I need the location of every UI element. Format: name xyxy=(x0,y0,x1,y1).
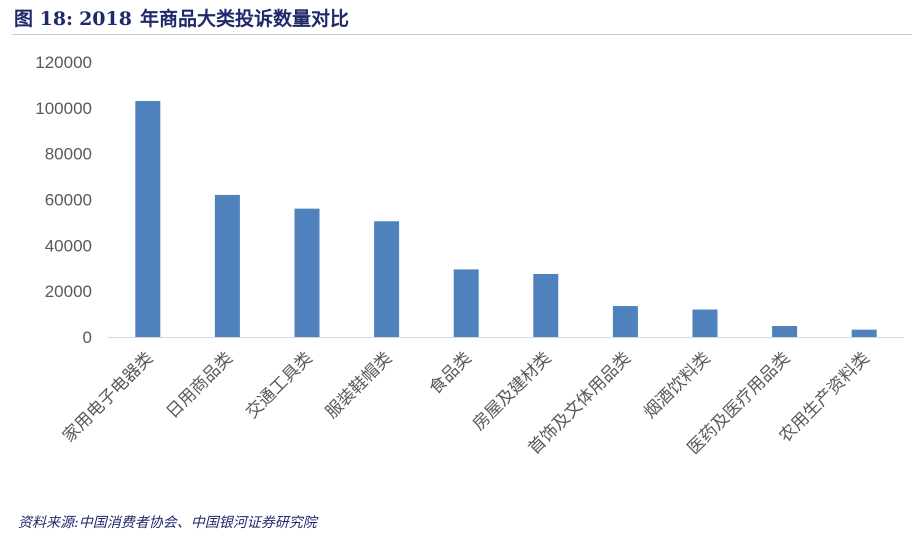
source-note: 资料来源:中国消费者协会、中国银河证券研究院 xyxy=(18,515,317,531)
bar xyxy=(612,306,638,337)
bar xyxy=(851,329,877,337)
x-tick-label: 房屋及建材类 xyxy=(469,348,555,434)
y-tick-label: 120000 xyxy=(35,53,92,72)
bar xyxy=(772,326,798,337)
y-tick-label: 20000 xyxy=(45,282,92,301)
figure-title: 图 18: 2018 年商品大类投诉数量对比 xyxy=(14,4,349,31)
title-divider xyxy=(12,34,912,35)
y-tick-label: 40000 xyxy=(45,236,92,255)
x-tick-label: 烟酒饮料类 xyxy=(640,348,714,422)
bar xyxy=(374,221,400,337)
y-tick-label: 60000 xyxy=(45,191,92,210)
x-tick-label: 家用电子电器类 xyxy=(59,348,157,446)
x-tick-label: 日用商品类 xyxy=(163,348,237,422)
figure-year: 2018 xyxy=(79,8,132,30)
bar xyxy=(135,100,161,337)
bar xyxy=(214,194,240,337)
x-tick-label: 食品类 xyxy=(426,348,476,398)
x-tick-label: 服装鞋帽类 xyxy=(322,348,396,422)
figure-label: 图 18: xyxy=(14,8,74,30)
x-tick-label: 交通工具类 xyxy=(242,348,316,422)
bar xyxy=(294,208,320,337)
figure-title-text: 年商品大类投诉数量对比 xyxy=(139,8,349,30)
bar xyxy=(453,269,479,337)
bar xyxy=(692,309,718,337)
y-tick-label: 80000 xyxy=(45,145,92,164)
bar xyxy=(533,273,559,337)
y-tick-label: 0 xyxy=(83,328,92,347)
y-tick-label: 100000 xyxy=(35,99,92,118)
